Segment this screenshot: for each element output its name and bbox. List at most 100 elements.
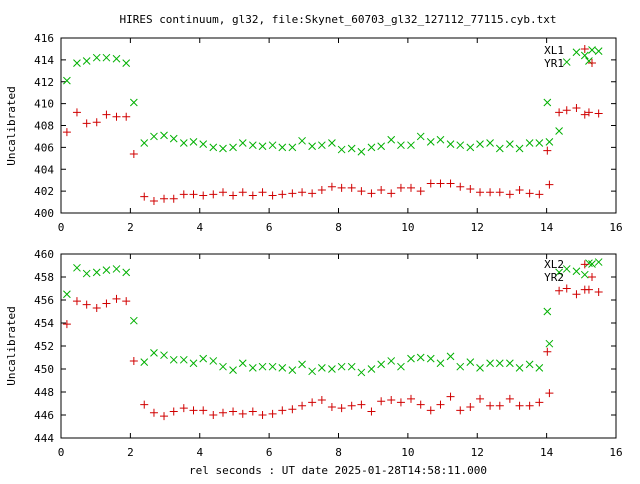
data-point-plus-marker [580, 110, 589, 119]
data-point-plus-marker [367, 189, 376, 198]
data-point-x-marker [594, 47, 603, 55]
data-point-x-marker [337, 145, 346, 154]
data-point-x-marker [436, 135, 445, 144]
data-point-plus-marker [562, 284, 571, 293]
data-point-x-marker [189, 138, 198, 146]
data-point-plus-marker [278, 190, 287, 199]
data-point-x-marker [150, 349, 158, 357]
data-point-x-marker [189, 359, 198, 368]
data-point-plus-marker [387, 189, 396, 198]
data-point-x-marker [199, 140, 208, 148]
data-point-plus-marker [594, 287, 603, 296]
data-point-plus-marker [555, 286, 564, 295]
data-point-x-marker [238, 359, 247, 368]
data-point-plus-marker [129, 149, 138, 158]
data-point-x-marker [337, 362, 346, 371]
data-point-x-marker [248, 141, 257, 150]
x-tick-label: 16 [609, 446, 622, 459]
y-tick-label: 416 [34, 32, 54, 45]
data-point-plus-marker [476, 188, 485, 197]
data-point-plus-marker [218, 408, 227, 417]
data-point-x-marker [219, 362, 227, 371]
data-point-plus-marker [238, 188, 247, 197]
data-point-x-marker [112, 265, 121, 273]
data-point-plus-marker [169, 194, 178, 203]
data-point-plus-marker [102, 110, 111, 119]
plot-frame [60, 253, 617, 439]
data-point-x-marker [407, 354, 415, 363]
data-point-plus-marker [436, 400, 445, 409]
data-point-x-marker [347, 362, 356, 371]
data-point-plus-marker [446, 392, 455, 401]
data-point-plus-marker [62, 320, 71, 329]
data-point-x-marker [594, 258, 603, 266]
data-point-x-marker [367, 143, 376, 152]
data-point-x-marker [486, 359, 494, 368]
x-tick-label: 10 [401, 221, 414, 234]
y-tick-label: 402 [34, 185, 54, 198]
data-point-x-marker [268, 141, 277, 150]
data-point-plus-marker [327, 182, 336, 191]
y-axis-label: Uncalibrated [5, 306, 18, 385]
data-point-plus-marker [545, 389, 554, 398]
data-point-plus-marker [317, 396, 326, 405]
x-tick-label: 6 [266, 221, 273, 234]
data-point-plus-marker [288, 405, 297, 414]
data-point-x-marker [387, 135, 396, 144]
data-point-x-marker [357, 147, 366, 156]
data-point-plus-marker [406, 394, 415, 403]
y-tick-label: 450 [34, 363, 54, 376]
data-point-x-marker [288, 366, 297, 375]
y-tick-label: 444 [34, 432, 54, 445]
data-point-x-marker [387, 357, 396, 365]
data-point-plus-marker [229, 191, 238, 200]
data-point-x-marker [258, 362, 267, 371]
data-point-plus-marker [72, 297, 81, 306]
data-point-x-marker [416, 353, 425, 362]
data-point-plus-marker [298, 401, 307, 410]
data-point-plus-marker [525, 401, 534, 410]
data-point-x-marker [525, 139, 534, 147]
data-point-x-marker [515, 144, 524, 153]
upper-panel: 0 2 4 6 8 10 12 14 16 400 402 404 406 408 410 412 414 416… [5, 32, 623, 234]
data-point-x-marker [229, 143, 237, 152]
y-tick-label: 410 [34, 98, 54, 111]
data-point-plus-marker [486, 188, 495, 197]
data-point-x-marker [545, 339, 554, 348]
y-tick-label: 456 [34, 294, 54, 307]
x-tick-label: 2 [127, 446, 134, 459]
data-point-x-marker [268, 362, 277, 371]
data-point-plus-marker [160, 412, 169, 421]
data-point-x-marker [426, 354, 435, 363]
data-point-x-marker [160, 351, 168, 360]
data-point-plus-marker [426, 179, 435, 188]
data-point-plus-marker [92, 118, 101, 127]
y-tick-label: 448 [34, 386, 54, 399]
data-point-plus-marker [199, 406, 208, 415]
data-point-plus-marker [102, 299, 111, 308]
data-point-plus-marker [140, 400, 149, 409]
data-point-plus-marker [466, 402, 475, 411]
data-point-plus-marker [466, 184, 475, 193]
x-tick-label: 14 [540, 221, 554, 234]
data-point-x-marker [426, 138, 435, 146]
legend-label: XL2 [544, 258, 564, 271]
data-point-plus-marker [199, 191, 208, 200]
data-point-x-marker [416, 132, 425, 141]
data-point-x-marker [82, 57, 91, 65]
data-point-plus-marker [486, 401, 495, 410]
data-point-x-marker [63, 290, 71, 299]
data-point-x-marker [446, 352, 455, 361]
data-point-plus-marker [112, 112, 121, 121]
data-point-plus-marker [308, 189, 317, 198]
data-point-plus-marker [387, 396, 396, 405]
data-point-x-marker [308, 142, 316, 151]
data-point-x-marker [572, 48, 581, 57]
data-point-plus-marker [377, 397, 386, 406]
data-point-x-marker [317, 363, 326, 372]
data-point-plus-marker [562, 106, 571, 115]
data-point-x-marker [347, 144, 356, 153]
data-point-plus-marker [505, 394, 514, 403]
data-point-plus-marker [416, 400, 425, 409]
